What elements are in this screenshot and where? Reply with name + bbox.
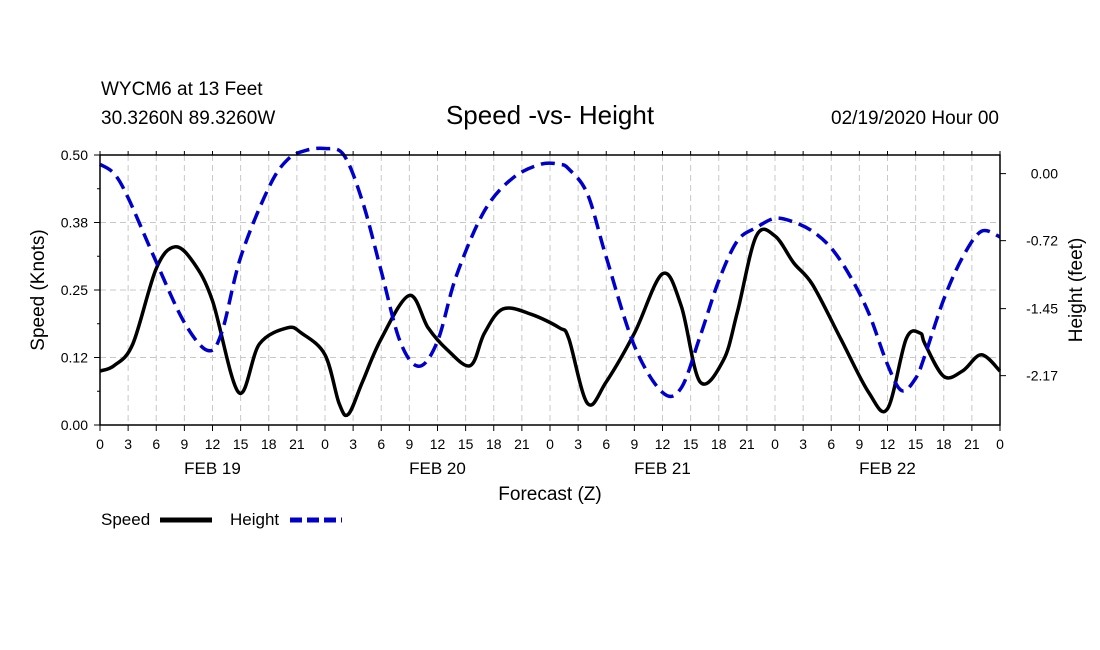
x-tick-label: 12	[880, 436, 896, 452]
x-tick-label: 6	[602, 436, 610, 452]
x-tick-label: 18	[936, 436, 952, 452]
x-tick-label: 9	[180, 436, 188, 452]
x-tick-label: 21	[514, 436, 530, 452]
x-tick-label: 21	[964, 436, 980, 452]
legend-label-height: Height	[230, 510, 279, 529]
x-tick-label: 15	[233, 436, 249, 452]
x-tick-label: 9	[405, 436, 413, 452]
y-left-tick-label: 0.12	[61, 350, 88, 366]
x-tick-label: 12	[430, 436, 446, 452]
y-axis-left-title: Speed (Knots)	[28, 229, 49, 350]
legend-label-speed: Speed	[101, 510, 150, 529]
chart-title: Speed -vs- Height	[446, 100, 655, 130]
x-tick-label: 21	[739, 436, 755, 452]
y-right-tick-label: 0.00	[1031, 166, 1058, 182]
x-tick-label: 3	[349, 436, 357, 452]
x-tick-label: 0	[771, 436, 779, 452]
x-tick-label: 18	[711, 436, 727, 452]
date-label: FEB 20	[409, 459, 466, 478]
axis-layer: 0 3 6 9 12 15 18 21 0 3 6 9 12 15 18 21 0 3 6 9 12 15 18 21 0 3 6 9…	[61, 147, 1058, 478]
x-tick-label: 9	[855, 436, 863, 452]
series-line-height	[99, 146, 1001, 399]
x-tick-label: 9	[630, 436, 638, 452]
x-tick-label: 15	[458, 436, 474, 452]
x-tick-label: 3	[574, 436, 582, 452]
x-tick-label: 3	[124, 436, 132, 452]
y-left-tick-label: 0.00	[61, 417, 88, 433]
x-tick-label: 3	[799, 436, 807, 452]
y-left-tick-label: 0.50	[61, 147, 88, 163]
x-tick-label: 12	[655, 436, 671, 452]
run-time-label: 02/19/2020 Hour 00	[831, 108, 999, 129]
x-tick-label: 0	[321, 436, 329, 452]
x-tick-label: 18	[486, 436, 502, 452]
date-label: FEB 19	[184, 459, 241, 478]
x-tick-label: 6	[377, 436, 385, 452]
station-label: WYCM6 at 13 Feet	[101, 79, 263, 100]
x-tick-label: 6	[827, 436, 835, 452]
grid-layer	[100, 155, 1000, 425]
x-tick-label: 0	[996, 436, 1004, 452]
x-tick-label: 12	[205, 436, 221, 452]
x-tick-label: 15	[908, 436, 924, 452]
legend: Speed Height	[101, 510, 342, 529]
y-right-tick-label: -0.72	[1026, 233, 1058, 249]
date-label: FEB 22	[859, 459, 916, 478]
x-tick-label: 0	[546, 436, 554, 452]
date-label: FEB 21	[634, 459, 691, 478]
x-tick-label: 6	[152, 436, 160, 452]
y-right-tick-label: -1.45	[1026, 301, 1058, 317]
x-tick-label: 0	[96, 436, 104, 452]
y-right-tick-label: -2.17	[1026, 368, 1058, 384]
series-line-speed	[99, 227, 1002, 418]
coords-label: 30.3260N 89.3260W	[101, 108, 275, 129]
series-layer	[99, 146, 1002, 418]
y-left-tick-label: 0.25	[61, 282, 88, 298]
x-axis-title: Forecast (Z)	[498, 484, 601, 505]
x-tick-label: 15	[683, 436, 699, 452]
y-left-tick-label: 0.38	[61, 215, 88, 231]
y-axis-right-title: Height (feet)	[1066, 238, 1087, 343]
x-tick-label: 21	[289, 436, 305, 452]
x-tick-label: 18	[261, 436, 277, 452]
